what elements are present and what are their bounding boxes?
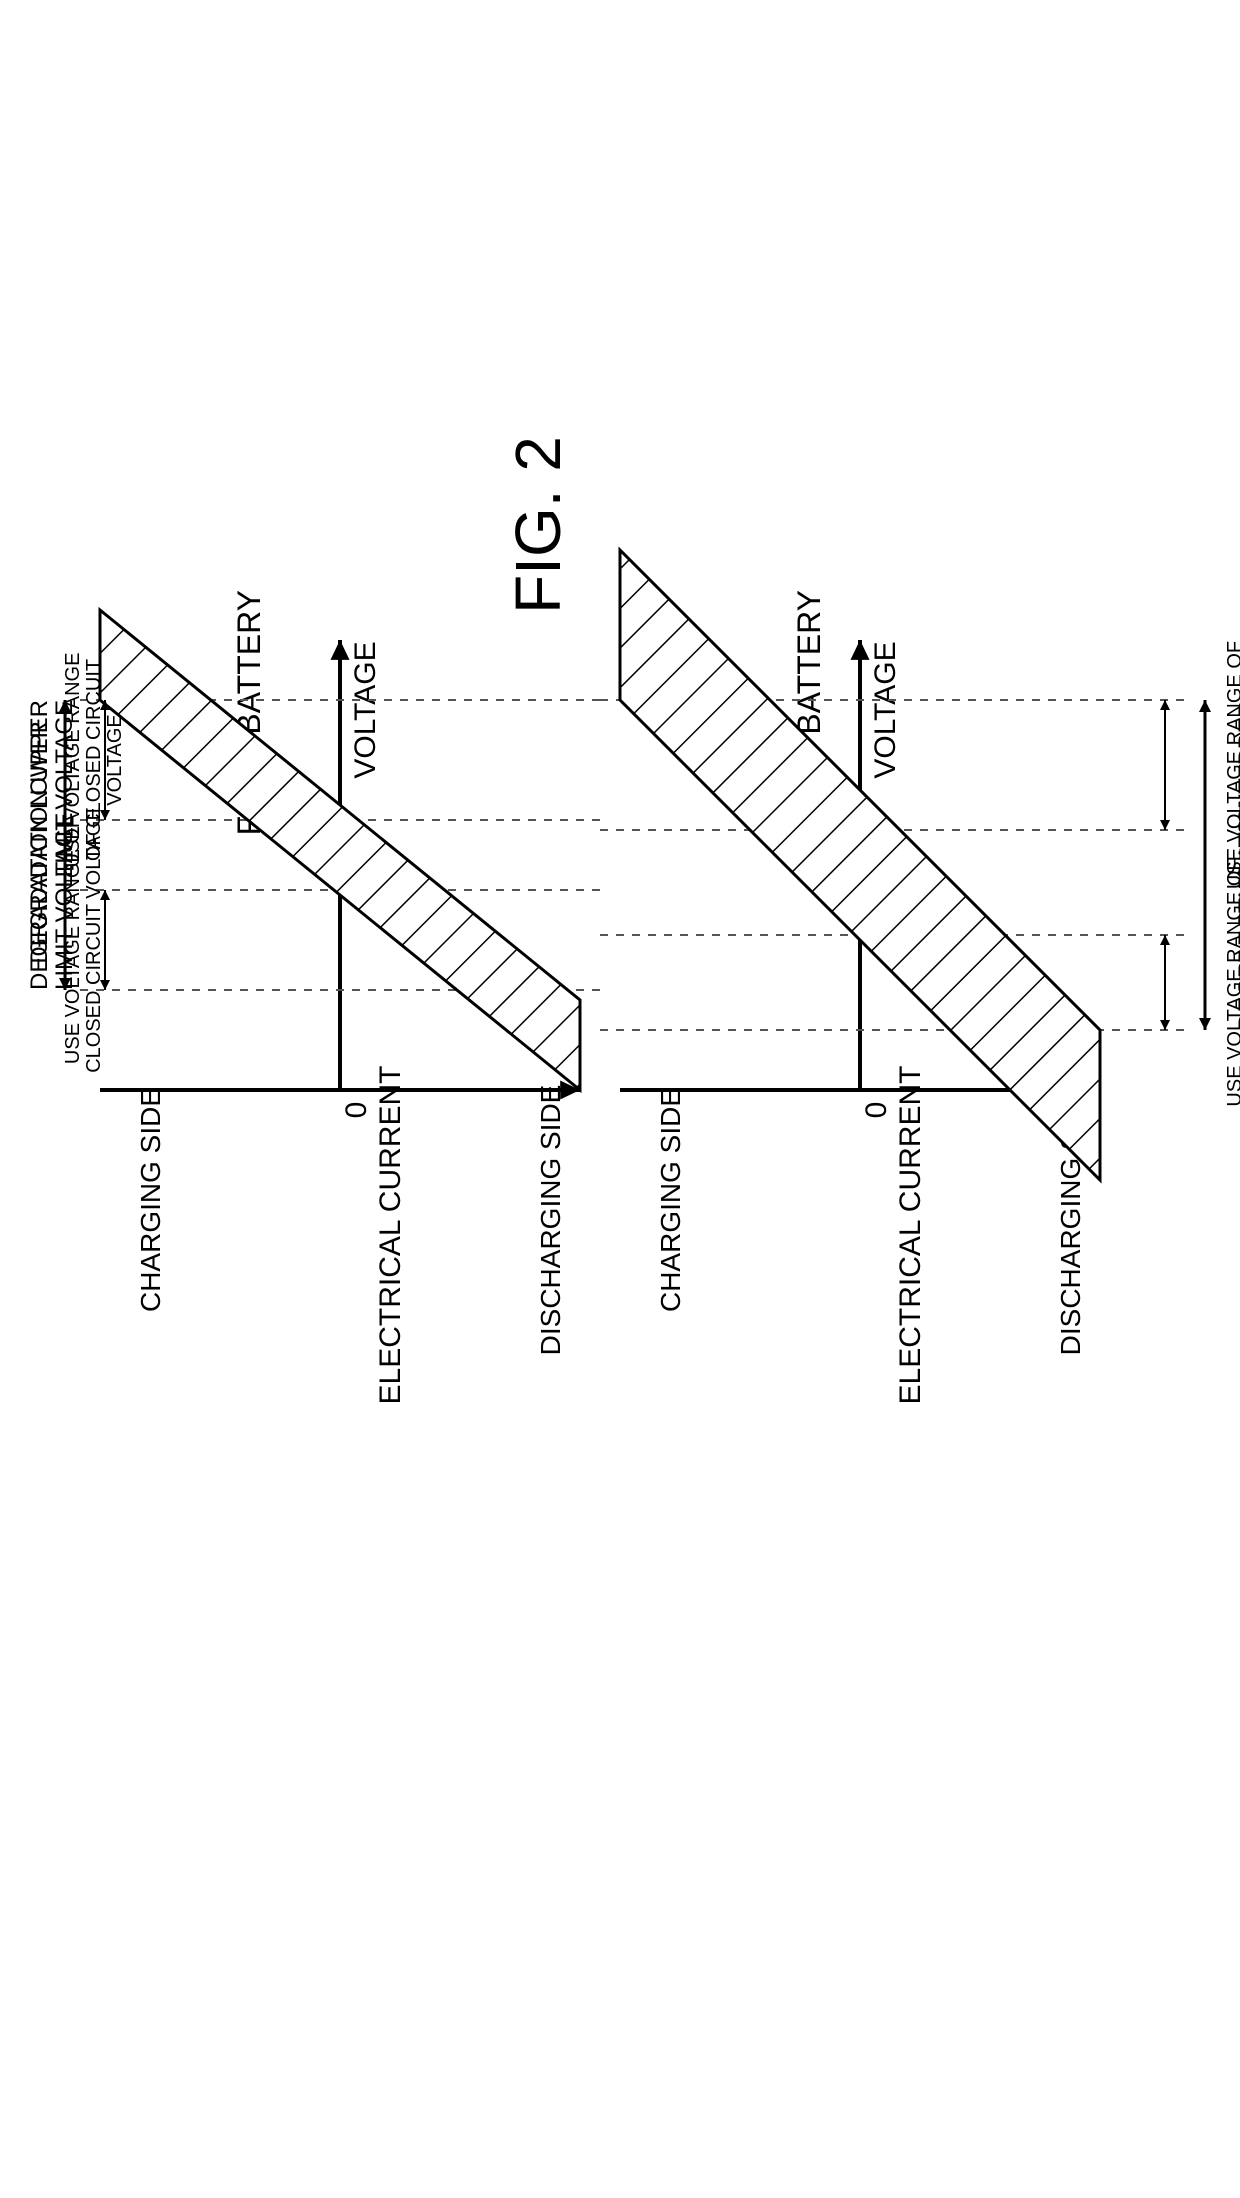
y-axis-label: VOLTAGE: [349, 641, 382, 778]
svg-text:DISCHARGING SIDE: DISCHARGING SIDE: [535, 1085, 566, 1356]
use-range-lower-label: USE VOLTAGE RANGE OFCLOSED CIRCUIT VOLTA…: [62, 807, 105, 1073]
svg-text:VOLTAGE: VOLTAGE: [349, 641, 382, 778]
use-range-upper-label: USE VOLTAGE RANGE OFCLOSED CIRCUIT VOLTA…: [1224, 632, 1240, 898]
svg-text:FIG. 2: FIG. 2: [502, 436, 574, 614]
svg-text:CHARGING SIDE: CHARGING SIDE: [655, 1088, 686, 1312]
svg-text:VOLTAGE: VOLTAGE: [869, 641, 902, 778]
charging-side-label: CHARGING SIDE: [135, 1088, 166, 1312]
use-range-lower-label: USE VOLTAGE RANGE OFCLOSED CIRCUIT VOLTA…: [1224, 850, 1240, 1116]
x-axis-label: ELECTRICAL CURRENT: [894, 1066, 927, 1405]
svg-text:CHARGING SIDE: CHARGING SIDE: [135, 1088, 166, 1312]
svg-text:USE VOLTAGE RANGE OFCLOSED CIR: USE VOLTAGE RANGE OFCLOSED CIRCUIT VOLTA…: [1224, 850, 1240, 1116]
figure-svg: FIG. 2FIRST BATTERYVOLTAGE0CHARGING SIDE…: [0, 0, 1240, 2198]
svg-text:ELECTRICAL CURRENT: ELECTRICAL CURRENT: [374, 1066, 407, 1405]
charging-side-label: CHARGING SIDE: [655, 1088, 686, 1312]
x-axis-label: ELECTRICAL CURRENT: [374, 1066, 407, 1405]
svg-text:USE VOLTAGE RANGE OFCLOSED CIR: USE VOLTAGE RANGE OFCLOSED CIRCUIT VOLTA…: [1224, 632, 1240, 898]
discharging-side-label: DISCHARGING SIDE: [535, 1085, 566, 1356]
svg-text:USE VOLTAGE RANGE OFCLOSED CIR: USE VOLTAGE RANGE OFCLOSED CIRCUIT VOLTA…: [62, 807, 105, 1073]
figure-page: FIG. 2FIRST BATTERYVOLTAGE0CHARGING SIDE…: [0, 0, 1240, 2198]
svg-text:0: 0: [340, 1102, 373, 1119]
svg-text:ELECTRICAL CURRENT: ELECTRICAL CURRENT: [894, 1066, 927, 1405]
figure-label: FIG. 2: [502, 436, 574, 614]
svg-text:0: 0: [860, 1102, 893, 1119]
y-axis-label: VOLTAGE: [869, 641, 902, 778]
